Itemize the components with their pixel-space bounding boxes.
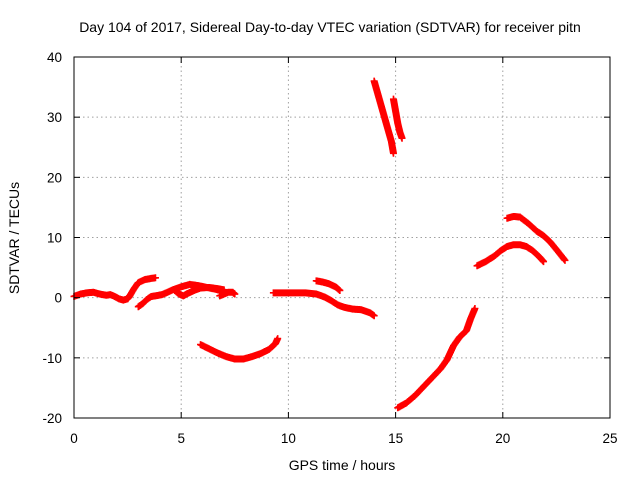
data-point-markers [269,289,378,320]
data-series-segment [312,277,344,294]
x-tick-label: 25 [602,431,617,446]
data-point-markers [171,283,228,300]
data-series-segment [389,95,406,142]
y-tick-label: -20 [42,411,62,426]
x-tick-label: 15 [388,431,403,446]
y-tick-label: 30 [47,110,62,125]
data-point-markers [473,241,548,270]
data-series-segment [171,283,228,300]
y-tick-label: 40 [47,50,62,65]
data-point-markers [70,288,134,304]
data-point-markers [370,77,397,157]
data-point-markers [196,335,282,363]
y-tick-label: 20 [47,170,62,185]
chart-title: Day 104 of 2017, Sidereal Day-to-day VTE… [79,19,581,35]
y-axis-label: SDTVAR / TECUs [6,182,22,294]
data-points [70,77,569,412]
data-series-segment [196,335,282,363]
grid-lines [74,57,610,418]
x-tick-label: 5 [177,431,185,446]
x-tick-label: 20 [495,431,510,446]
y-tick-label: -10 [42,351,62,366]
data-point-markers [126,274,159,300]
x-tick-label: 10 [281,431,296,446]
data-series-segment [216,288,239,300]
data-point-markers [389,95,406,142]
y-tick-label: 0 [54,291,62,306]
data-series-segment [370,77,397,157]
data-series-segment [503,212,569,264]
y-tick-label: 10 [47,231,62,246]
data-point-markers [503,212,569,264]
data-point-markers [394,304,479,412]
data-series-segment [70,288,134,304]
y-tick-labels: -20 -10 0 10 20 30 40 [42,50,62,426]
data-series-segment [126,274,159,300]
x-axis-label: GPS time / hours [289,457,396,473]
data-series-segment [473,241,548,270]
x-tick-label: 0 [70,431,78,446]
data-point-markers [312,277,344,294]
data-point-markers [216,288,239,300]
data-series-segment [269,289,378,320]
x-tick-labels: 0 5 10 15 20 25 [70,431,617,446]
data-series-segment [394,304,479,412]
axis-ticks [73,56,611,419]
